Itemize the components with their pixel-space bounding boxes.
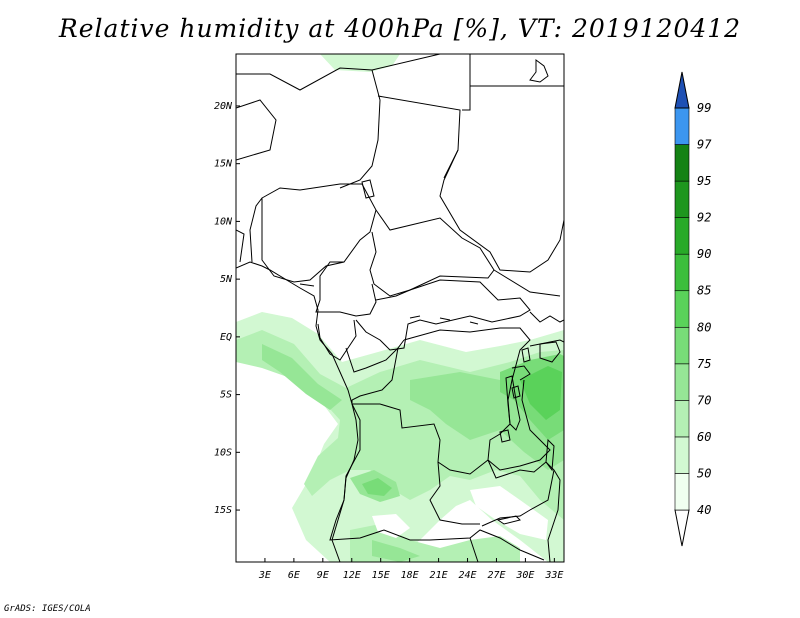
border-cameroon: [315, 261, 377, 317]
colorbar-segment: [674, 217, 690, 255]
colorbar-segment: [674, 473, 690, 511]
border-angola-zambia: [429, 461, 480, 525]
colorbar-label: 60: [697, 430, 711, 444]
border-algeria-libya: [236, 67, 381, 189]
lake-malawi: [545, 438, 555, 472]
latitude-axis: 20N 15N 10N 5N EQ 5S 10S 15S: [214, 101, 240, 516]
lon-tick-label: 30E: [515, 570, 534, 581]
footer-credit: GrADS: IGES/COLA: [4, 604, 91, 614]
lake-albert: [521, 347, 531, 363]
lake-victoria: [539, 341, 561, 363]
border-angola: [329, 403, 430, 541]
lake-chad: [361, 179, 375, 199]
lon-tick-label: 21E: [430, 570, 448, 581]
lon-tick-label: 3E: [258, 570, 271, 581]
border-botswana: [469, 537, 479, 562]
colorbar-bottom-arrow: [674, 509, 690, 547]
border-chad: [369, 209, 495, 297]
rh-region-85: [520, 366, 562, 420]
lat-tick-label: 15S: [214, 505, 232, 516]
colorbar-label: 99: [697, 101, 711, 115]
border-libya-chad: [371, 54, 441, 71]
colorbar-top-arrow: [674, 71, 690, 109]
lat-tick-label: 15N: [214, 159, 233, 170]
rh-blank-s: [372, 514, 410, 538]
red-sea-coast: [529, 59, 549, 83]
lat-tick-label: 5S: [220, 390, 232, 401]
chart-title: Relative humidity at 400hPa [%], VT: 201…: [58, 14, 742, 43]
colorbar-label: 80: [697, 320, 711, 334]
colorbar-label: 97: [697, 138, 712, 152]
colorbar-label: 40: [697, 503, 711, 517]
congo-river-marks: [299, 283, 479, 325]
border-namibia: [429, 529, 545, 561]
boundaries: [236, 54, 564, 562]
border-car: [355, 279, 531, 351]
lon-tick-label: 12E: [343, 570, 361, 581]
colorbar-label: 70: [697, 393, 711, 407]
lon-tick-label: 6E: [288, 570, 300, 581]
rh-region-sw-dark: [362, 478, 392, 496]
colorbar-label: 85: [697, 284, 711, 298]
lon-tick-label: 27E: [487, 570, 505, 581]
lat-tick-label: 20N: [214, 101, 233, 112]
colorbar: 40 50 60 70 75 80 85 90 92 95 97 99: [674, 71, 712, 547]
border-mali-niger: [236, 99, 277, 161]
border-uganda: [529, 311, 564, 323]
humidity-field: [236, 54, 564, 562]
colorbar-segment: [674, 180, 690, 218]
lat-tick-label: EQ: [220, 332, 232, 343]
lon-tick-label: 9E: [317, 570, 329, 581]
colorbar-label: 75: [697, 357, 711, 371]
lake-mweru: [499, 429, 511, 443]
lake-kivu: [511, 385, 521, 399]
rh-blank-se: [470, 486, 548, 540]
lat-tick-label: 5N: [220, 274, 233, 285]
longitude-axis: 3E 6E 9E 12E 15E 18E 21E 24E 27E 30E 33E: [258, 558, 563, 581]
colorbar-label: 92: [697, 211, 711, 225]
colorbar-segment: [674, 107, 690, 145]
colorbar-segment: [674, 253, 690, 292]
map-frame: [235, 53, 565, 563]
border-sudan: [439, 149, 564, 273]
lon-tick-label: 33E: [544, 570, 563, 581]
border-rwanda: [511, 365, 531, 381]
border-mozambique: [547, 469, 561, 562]
coastline-west: [236, 261, 359, 562]
colorbar-label: 50: [697, 466, 711, 480]
colorbar-label: 90: [697, 247, 711, 261]
border-drc-south: [351, 347, 489, 475]
colorbar-segment: [674, 400, 690, 438]
lat-tick-label: 10S: [214, 447, 232, 458]
lon-tick-label: 15E: [372, 570, 390, 581]
colorbar-segment: [674, 290, 690, 328]
border-benin: [249, 197, 263, 263]
border-egypt-sudan: [462, 54, 471, 111]
lake-tanganyika: [505, 375, 521, 431]
colorbar-segment: [674, 436, 690, 474]
border-congo: [345, 339, 405, 373]
border-togo-ghana: [236, 229, 245, 263]
colorbar-segment: [674, 363, 690, 401]
lon-tick-label: 24E: [458, 570, 476, 581]
border-nigeria: [261, 183, 377, 283]
border-niger-chad: [377, 95, 461, 179]
rh-region-south-strip-70: [372, 540, 420, 562]
colorbar-segment: [674, 326, 690, 365]
border-ss-sudan: [493, 269, 561, 297]
rh-region-70: [262, 344, 342, 410]
lake-kariba: [496, 515, 521, 525]
lat-tick-label: 10N: [214, 216, 233, 227]
colorbar-label: 95: [697, 174, 711, 188]
colorbar-segment: [674, 144, 690, 182]
lon-tick-label: 18E: [401, 570, 419, 581]
border-gabon: [317, 319, 357, 361]
